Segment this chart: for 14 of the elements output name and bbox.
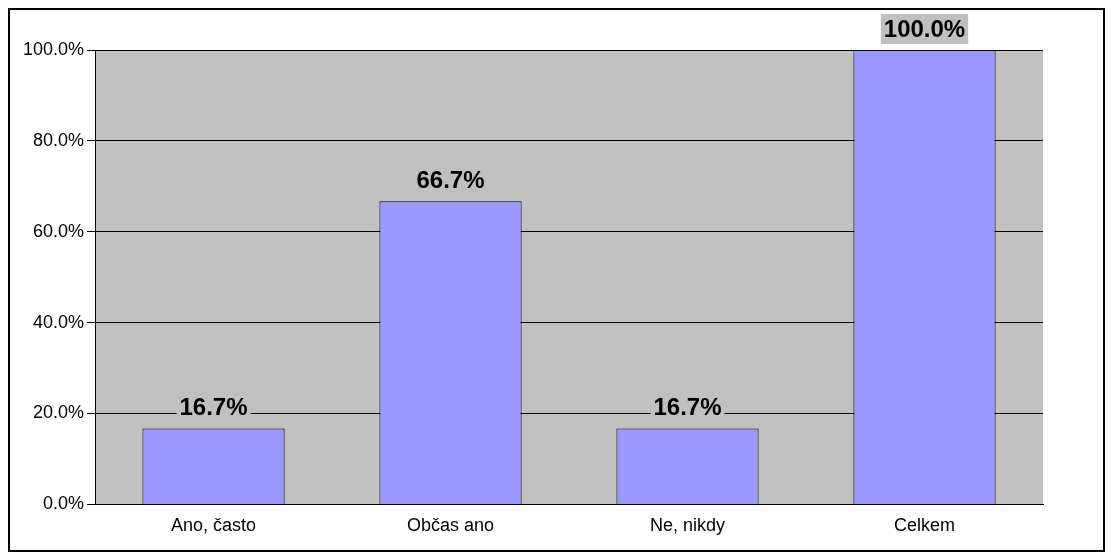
x-tick-label: Ano, často <box>171 515 257 536</box>
y-tick-label: 60.0% <box>33 220 85 241</box>
y-tick-label: 0.0% <box>43 493 85 514</box>
y-tick-label: 20.0% <box>33 402 85 423</box>
x-tick-label: Celkem <box>894 515 956 536</box>
x-tick-label: Ne, nikdy <box>649 515 726 536</box>
y-tick-label: 80.0% <box>33 129 85 150</box>
x-tick-label: Občas ano <box>407 515 495 536</box>
data-label: 66.7% <box>416 165 485 193</box>
y-tick-label: 100.0% <box>22 38 85 59</box>
y-tick-label: 40.0% <box>33 311 85 332</box>
data-label: 16.7% <box>653 393 722 421</box>
data-label: 100.0% <box>883 14 966 42</box>
data-label: 16.7% <box>179 393 248 421</box>
